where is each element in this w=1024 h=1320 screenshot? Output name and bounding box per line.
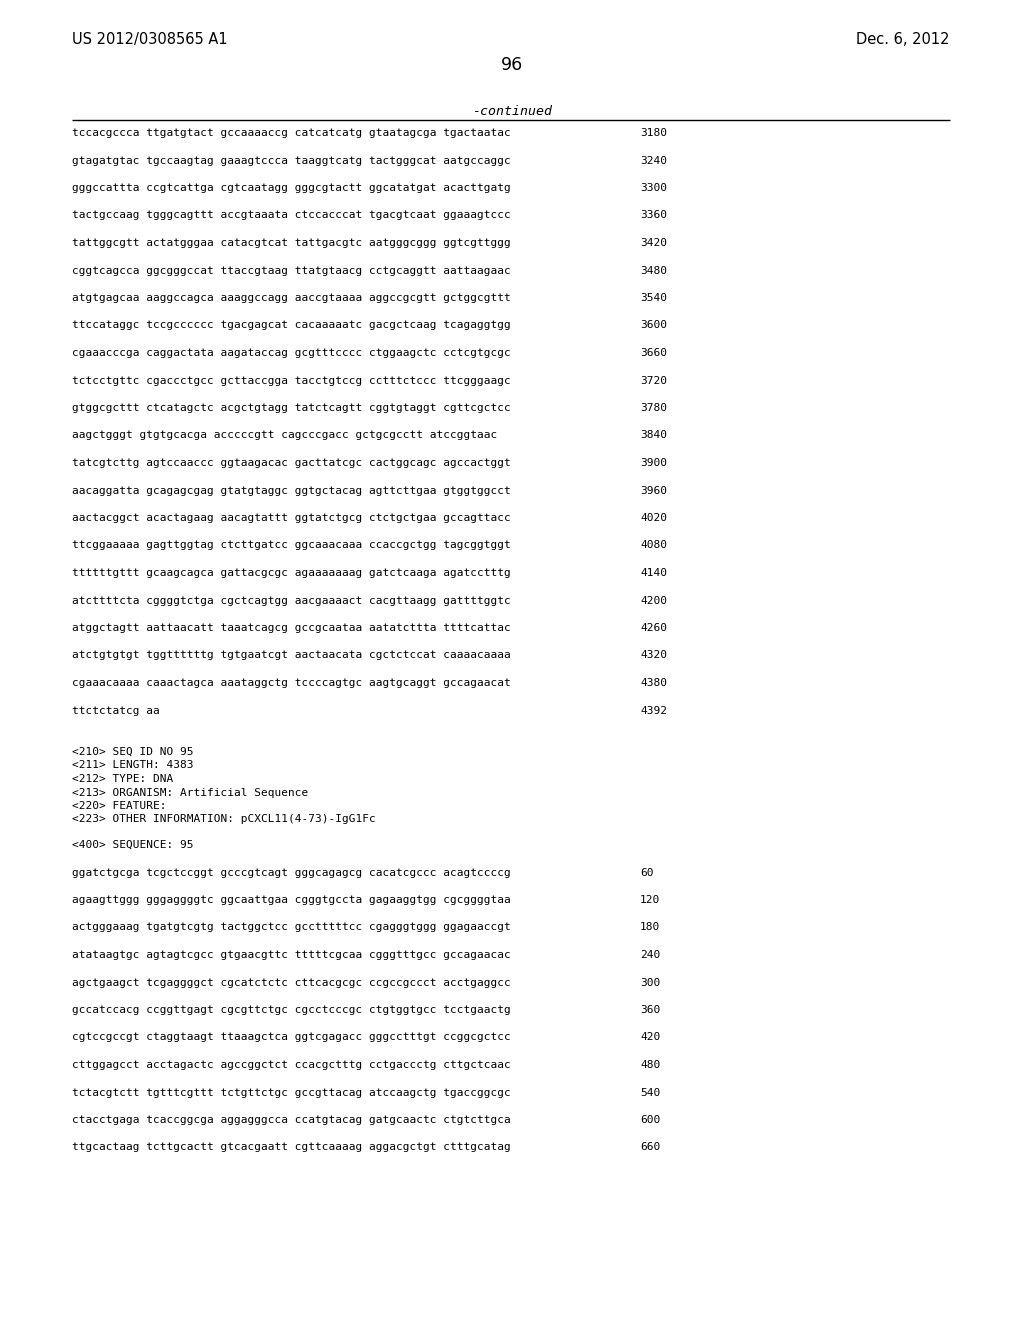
Text: 96: 96 <box>501 55 523 74</box>
Text: 180: 180 <box>640 923 660 932</box>
Text: 420: 420 <box>640 1032 660 1043</box>
Text: cgaaacccga caggactata aagataccag gcgtttcccc ctggaagctc cctcgtgcgc: cgaaacccga caggactata aagataccag gcgtttc… <box>72 348 511 358</box>
Text: <212> TYPE: DNA: <212> TYPE: DNA <box>72 774 173 784</box>
Text: 360: 360 <box>640 1005 660 1015</box>
Text: ttccataggc tccgcccccc tgacgagcat cacaaaaatc gacgctcaag tcagaggtgg: ttccataggc tccgcccccc tgacgagcat cacaaaa… <box>72 321 511 330</box>
Text: 4080: 4080 <box>640 540 667 550</box>
Text: cgtccgccgt ctaggtaagt ttaaagctca ggtcgagacc gggcctttgt ccggcgctcc: cgtccgccgt ctaggtaagt ttaaagctca ggtcgag… <box>72 1032 511 1043</box>
Text: 600: 600 <box>640 1115 660 1125</box>
Text: 4200: 4200 <box>640 595 667 606</box>
Text: atataagtgc agtagtcgcc gtgaacgttc tttttcgcaa cgggtttgcc gccagaacac: atataagtgc agtagtcgcc gtgaacgttc tttttcg… <box>72 950 511 960</box>
Text: <211> LENGTH: 4383: <211> LENGTH: 4383 <box>72 760 194 771</box>
Text: ttttttgttt gcaagcagca gattacgcgc agaaaaaaag gatctcaaga agatcctttg: ttttttgttt gcaagcagca gattacgcgc agaaaaa… <box>72 568 511 578</box>
Text: <223> OTHER INFORMATION: pCXCL11(4-73)-IgG1Fc: <223> OTHER INFORMATION: pCXCL11(4-73)-I… <box>72 814 376 825</box>
Text: 3480: 3480 <box>640 265 667 276</box>
Text: 3300: 3300 <box>640 183 667 193</box>
Text: cttggagcct acctagactc agccggctct ccacgctttg cctgaccctg cttgctcaac: cttggagcct acctagactc agccggctct ccacgct… <box>72 1060 511 1071</box>
Text: 3900: 3900 <box>640 458 667 469</box>
Text: 240: 240 <box>640 950 660 960</box>
Text: tattggcgtt actatgggaa catacgtcat tattgacgtc aatgggcggg ggtcgttggg: tattggcgtt actatgggaa catacgtcat tattgac… <box>72 238 511 248</box>
Text: ctacctgaga tcaccggcga aggagggcca ccatgtacag gatgcaactc ctgtcttgca: ctacctgaga tcaccggcga aggagggcca ccatgta… <box>72 1115 511 1125</box>
Text: gccatccacg ccggttgagt cgcgttctgc cgcctcccgc ctgtggtgcc tcctgaactg: gccatccacg ccggttgagt cgcgttctgc cgcctcc… <box>72 1005 511 1015</box>
Text: 4020: 4020 <box>640 513 667 523</box>
Text: ttgcactaag tcttgcactt gtcacgaatt cgttcaaaag aggacgctgt ctttgcatag: ttgcactaag tcttgcactt gtcacgaatt cgttcaa… <box>72 1143 511 1152</box>
Text: 540: 540 <box>640 1088 660 1097</box>
Text: <210> SEQ ID NO 95: <210> SEQ ID NO 95 <box>72 747 194 756</box>
Text: aactacggct acactagaag aacagtattt ggtatctgcg ctctgctgaa gccagttacc: aactacggct acactagaag aacagtattt ggtatct… <box>72 513 511 523</box>
Text: 4392: 4392 <box>640 705 667 715</box>
Text: ttctctatcg aa: ttctctatcg aa <box>72 705 160 715</box>
Text: 3780: 3780 <box>640 403 667 413</box>
Text: tactgccaag tgggcagttt accgtaaata ctccacccat tgacgtcaat ggaaagtccc: tactgccaag tgggcagttt accgtaaata ctccacc… <box>72 210 511 220</box>
Text: 4140: 4140 <box>640 568 667 578</box>
Text: 3960: 3960 <box>640 486 667 495</box>
Text: 3360: 3360 <box>640 210 667 220</box>
Text: tatcgtcttg agtccaaccc ggtaagacac gacttatcgc cactggcagc agccactggt: tatcgtcttg agtccaaccc ggtaagacac gacttat… <box>72 458 511 469</box>
Text: <220> FEATURE:: <220> FEATURE: <box>72 801 167 810</box>
Text: ggatctgcga tcgctccggt gcccgtcagt gggcagagcg cacatcgccc acagtccccg: ggatctgcga tcgctccggt gcccgtcagt gggcaga… <box>72 867 511 878</box>
Text: 3180: 3180 <box>640 128 667 139</box>
Text: 3540: 3540 <box>640 293 667 304</box>
Text: gggccattta ccgtcattga cgtcaatagg gggcgtactt ggcatatgat acacttgatg: gggccattta ccgtcattga cgtcaatagg gggcgta… <box>72 183 511 193</box>
Text: ttcggaaaaa gagttggtag ctcttgatcc ggcaaacaaa ccaccgctgg tagcggtggt: ttcggaaaaa gagttggtag ctcttgatcc ggcaaac… <box>72 540 511 550</box>
Text: US 2012/0308565 A1: US 2012/0308565 A1 <box>72 32 227 48</box>
Text: cgaaacaaaa caaactagca aaataggctg tccccagtgc aagtgcaggt gccagaacat: cgaaacaaaa caaactagca aaataggctg tccccag… <box>72 678 511 688</box>
Text: <213> ORGANISM: Artificial Sequence: <213> ORGANISM: Artificial Sequence <box>72 788 308 797</box>
Text: agctgaagct tcgaggggct cgcatctctc cttcacgcgc ccgccgccct acctgaggcc: agctgaagct tcgaggggct cgcatctctc cttcacg… <box>72 978 511 987</box>
Text: 300: 300 <box>640 978 660 987</box>
Text: actgggaaag tgatgtcgtg tactggctcc gcctttttcc cgagggtggg ggagaaccgt: actgggaaag tgatgtcgtg tactggctcc gcctttt… <box>72 923 511 932</box>
Text: atggctagtt aattaacatt taaatcagcg gccgcaataa aatatcttta ttttcattac: atggctagtt aattaacatt taaatcagcg gccgcaa… <box>72 623 511 634</box>
Text: 480: 480 <box>640 1060 660 1071</box>
Text: 4380: 4380 <box>640 678 667 688</box>
Text: <400> SEQUENCE: 95: <400> SEQUENCE: 95 <box>72 840 194 850</box>
Text: 4260: 4260 <box>640 623 667 634</box>
Text: atgtgagcaa aaggccagca aaaggccagg aaccgtaaaa aggccgcgtt gctggcgttt: atgtgagcaa aaggccagca aaaggccagg aaccgta… <box>72 293 511 304</box>
Text: atctgtgtgt tggttttttg tgtgaatcgt aactaacata cgctctccat caaaacaaaa: atctgtgtgt tggttttttg tgtgaatcgt aactaac… <box>72 651 511 660</box>
Text: 3600: 3600 <box>640 321 667 330</box>
Text: 3420: 3420 <box>640 238 667 248</box>
Text: 120: 120 <box>640 895 660 906</box>
Text: 660: 660 <box>640 1143 660 1152</box>
Text: 3720: 3720 <box>640 375 667 385</box>
Text: gtagatgtac tgccaagtag gaaagtccca taaggtcatg tactgggcat aatgccaggc: gtagatgtac tgccaagtag gaaagtccca taaggtc… <box>72 156 511 165</box>
Text: tctacgtctt tgtttcgttt tctgttctgc gccgttacag atccaagctg tgaccggcgc: tctacgtctt tgtttcgttt tctgttctgc gccgtta… <box>72 1088 511 1097</box>
Text: Dec. 6, 2012: Dec. 6, 2012 <box>856 32 950 48</box>
Text: 3840: 3840 <box>640 430 667 441</box>
Text: -continued: -continued <box>472 106 552 117</box>
Text: tccacgccca ttgatgtact gccaaaaccg catcatcatg gtaatagcga tgactaatac: tccacgccca ttgatgtact gccaaaaccg catcatc… <box>72 128 511 139</box>
Text: agaagttggg gggaggggtc ggcaattgaa cgggtgccta gagaaggtgg cgcggggtaa: agaagttggg gggaggggtc ggcaattgaa cgggtgc… <box>72 895 511 906</box>
Text: 60: 60 <box>640 867 653 878</box>
Text: aagctgggt gtgtgcacga acccccgtt cagcccgacc gctgcgcctt atccggtaac: aagctgggt gtgtgcacga acccccgtt cagcccgac… <box>72 430 498 441</box>
Text: aacaggatta gcagagcgag gtatgtaggc ggtgctacag agttcttgaa gtggtggcct: aacaggatta gcagagcgag gtatgtaggc ggtgcta… <box>72 486 511 495</box>
Text: 3240: 3240 <box>640 156 667 165</box>
Text: atcttttcta cggggtctga cgctcagtgg aacgaaaact cacgttaagg gattttggtc: atcttttcta cggggtctga cgctcagtgg aacgaaa… <box>72 595 511 606</box>
Text: 4320: 4320 <box>640 651 667 660</box>
Text: tctcctgttc cgaccctgcc gcttaccgga tacctgtccg cctttctccc ttcgggaagc: tctcctgttc cgaccctgcc gcttaccgga tacctgt… <box>72 375 511 385</box>
Text: 3660: 3660 <box>640 348 667 358</box>
Text: gtggcgcttt ctcatagctc acgctgtagg tatctcagtt cggtgtaggt cgttcgctcc: gtggcgcttt ctcatagctc acgctgtagg tatctca… <box>72 403 511 413</box>
Text: cggtcagcca ggcgggccat ttaccgtaag ttatgtaacg cctgcaggtt aattaagaac: cggtcagcca ggcgggccat ttaccgtaag ttatgta… <box>72 265 511 276</box>
